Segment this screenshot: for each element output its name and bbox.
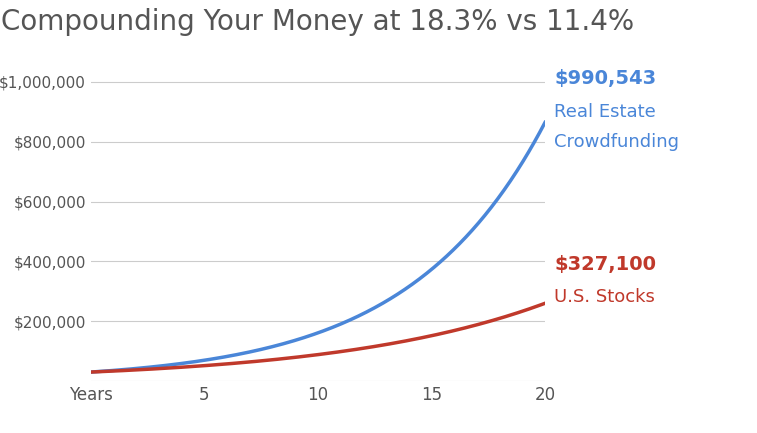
Text: Real Estate: Real Estate	[554, 103, 656, 121]
Text: $990,543: $990,543	[554, 69, 656, 88]
Text: U.S. Stocks: U.S. Stocks	[554, 288, 655, 306]
Text: Crowdfunding: Crowdfunding	[554, 132, 679, 151]
Title: Compounding Your Money at 18.3% vs 11.4%: Compounding Your Money at 18.3% vs 11.4%	[2, 8, 634, 36]
Text: $327,100: $327,100	[554, 255, 656, 274]
